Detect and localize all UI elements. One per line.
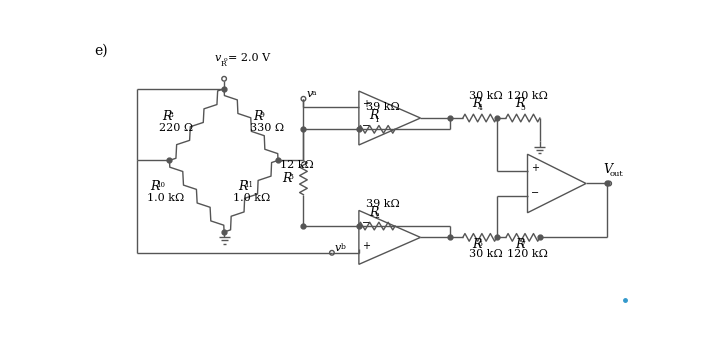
Text: R: R (150, 180, 160, 193)
Text: 120 kΩ: 120 kΩ (508, 91, 548, 101)
Text: 330 Ω: 330 Ω (250, 123, 285, 133)
Text: R: R (238, 180, 247, 193)
Text: +: + (362, 99, 370, 109)
Text: 1: 1 (374, 116, 379, 124)
Text: R: R (163, 109, 172, 122)
Text: 7: 7 (521, 240, 526, 248)
Text: −: − (531, 188, 538, 198)
Text: v: v (215, 53, 221, 63)
Text: +: + (362, 241, 370, 251)
Text: 30 kΩ: 30 kΩ (469, 249, 503, 260)
Text: R: R (515, 97, 524, 110)
Text: 2: 2 (374, 212, 379, 220)
Text: 3: 3 (288, 173, 293, 181)
Text: 12 kΩ: 12 kΩ (280, 160, 314, 170)
Text: −: − (362, 218, 370, 228)
Text: 30 kΩ: 30 kΩ (469, 91, 503, 101)
Text: 10: 10 (156, 181, 165, 188)
Text: 39 kΩ: 39 kΩ (366, 199, 400, 209)
Text: v: v (306, 89, 313, 99)
Text: 6: 6 (477, 240, 482, 248)
Text: 9: 9 (259, 110, 264, 118)
Text: R: R (369, 206, 379, 219)
Text: v: v (335, 243, 341, 253)
Text: a: a (312, 89, 316, 97)
Text: R: R (515, 238, 524, 251)
Text: R: R (253, 109, 263, 122)
Text: R: R (283, 172, 292, 185)
Text: b: b (341, 243, 346, 251)
Text: V: V (603, 163, 612, 176)
Text: 120 kΩ: 120 kΩ (508, 249, 548, 260)
Text: 8: 8 (169, 110, 174, 118)
Text: +: + (531, 163, 538, 173)
Text: −: − (362, 121, 370, 131)
Text: 1.0 kΩ: 1.0 kΩ (147, 193, 184, 203)
Text: o: o (224, 57, 227, 62)
Text: out: out (609, 170, 623, 178)
Text: 4: 4 (477, 104, 482, 111)
Text: R: R (472, 97, 482, 110)
Text: 11: 11 (244, 181, 253, 188)
Text: R: R (221, 60, 227, 68)
Text: R: R (472, 238, 482, 251)
Text: 39 kΩ: 39 kΩ (366, 102, 400, 112)
Text: R: R (369, 109, 379, 122)
Text: = 2.0 V: = 2.0 V (228, 53, 270, 63)
Text: 220 Ω: 220 Ω (159, 123, 193, 133)
Text: e): e) (94, 43, 108, 57)
Text: 5: 5 (521, 104, 526, 111)
Text: 1.0 kΩ: 1.0 kΩ (233, 193, 271, 203)
